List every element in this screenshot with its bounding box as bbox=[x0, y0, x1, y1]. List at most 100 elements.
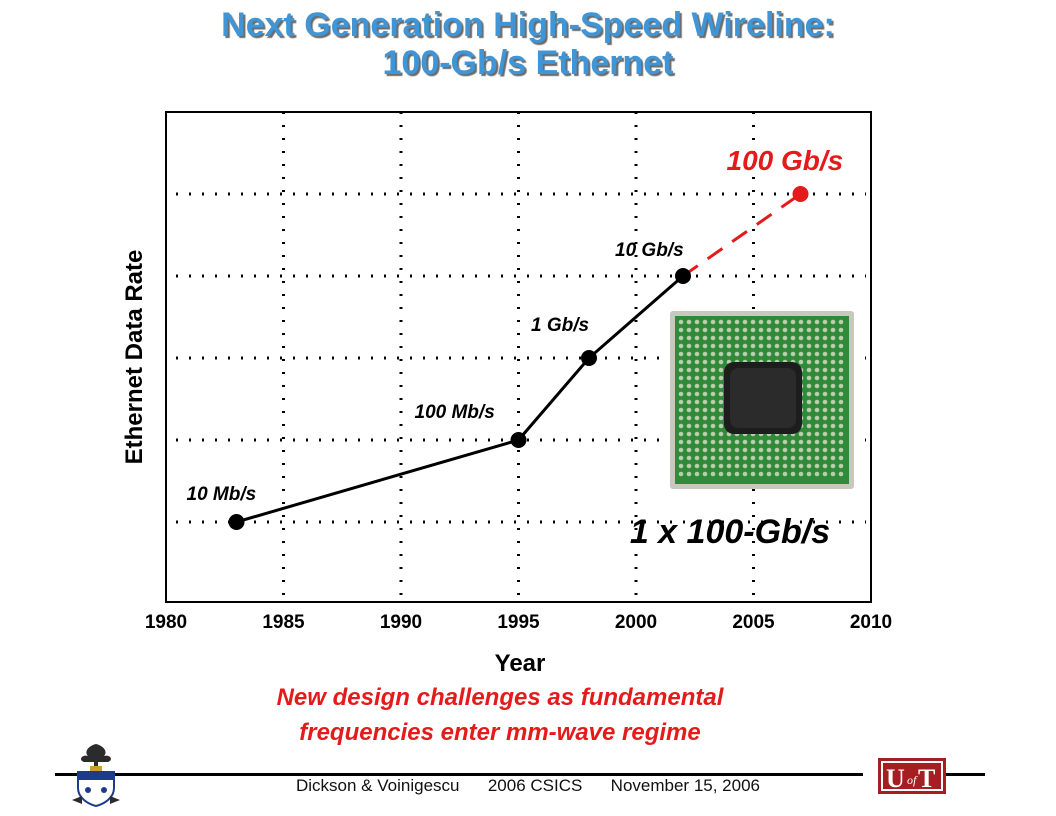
chip-ball bbox=[782, 327, 788, 333]
chip-ball bbox=[814, 423, 820, 429]
chip-ball bbox=[774, 343, 780, 349]
chip-ball bbox=[814, 455, 820, 461]
chip-ball bbox=[694, 439, 700, 445]
chip-ball bbox=[702, 391, 708, 397]
chip-ball bbox=[838, 455, 844, 461]
chip-ball bbox=[814, 375, 820, 381]
chip-ball bbox=[678, 407, 684, 413]
chip-ball bbox=[838, 319, 844, 325]
chip-ball bbox=[686, 439, 692, 445]
chip-ball bbox=[822, 343, 828, 349]
chip-ball bbox=[830, 431, 836, 437]
chip-ball bbox=[702, 343, 708, 349]
chip-ball bbox=[766, 463, 772, 469]
chip-ball bbox=[806, 319, 812, 325]
chip-ball bbox=[686, 335, 692, 341]
chip-ball bbox=[694, 367, 700, 373]
chip-ball bbox=[678, 391, 684, 397]
chip-ball bbox=[806, 463, 812, 469]
chip-ball bbox=[702, 407, 708, 413]
chip-ball bbox=[710, 431, 716, 437]
chip-ball bbox=[734, 439, 740, 445]
chip-ball bbox=[774, 455, 780, 461]
chip-ball bbox=[806, 335, 812, 341]
chip-ball bbox=[814, 463, 820, 469]
chip-ball bbox=[806, 447, 812, 453]
chip-ball bbox=[678, 359, 684, 365]
chip-ball bbox=[702, 399, 708, 405]
chip-ball bbox=[750, 439, 756, 445]
chip-ball bbox=[758, 319, 764, 325]
chip-ball bbox=[782, 447, 788, 453]
chip-ball bbox=[782, 455, 788, 461]
chip-ball bbox=[830, 447, 836, 453]
chip-ball bbox=[694, 415, 700, 421]
chip-ball bbox=[822, 471, 828, 477]
chip-ball bbox=[838, 359, 844, 365]
chip-ball bbox=[838, 407, 844, 413]
caption-line-2: frequencies enter mm-wave regime bbox=[299, 719, 701, 746]
chip-ball bbox=[686, 327, 692, 333]
chip-ball bbox=[734, 319, 740, 325]
chip-ball bbox=[718, 391, 724, 397]
chip-ball bbox=[678, 343, 684, 349]
chip-ball bbox=[742, 455, 748, 461]
chip-ball bbox=[782, 351, 788, 357]
chip-ball bbox=[686, 391, 692, 397]
chip-ball bbox=[686, 407, 692, 413]
chip-ball bbox=[742, 343, 748, 349]
chip-ball bbox=[726, 463, 732, 469]
chip-ball bbox=[782, 463, 788, 469]
chip-ball bbox=[758, 439, 764, 445]
chip-ball bbox=[830, 335, 836, 341]
y-axis-label: Ethernet Data Rate bbox=[121, 250, 148, 465]
chip-ball bbox=[830, 471, 836, 477]
chip-ball bbox=[814, 327, 820, 333]
chip-ball bbox=[678, 455, 684, 461]
chip-ball bbox=[718, 367, 724, 373]
chip-ball bbox=[806, 391, 812, 397]
chip-ball bbox=[782, 343, 788, 349]
chip-ball bbox=[718, 407, 724, 413]
chip-ball bbox=[838, 399, 844, 405]
chip-ball bbox=[830, 327, 836, 333]
x-tick-label: 1990 bbox=[380, 612, 422, 633]
chip-ball bbox=[814, 439, 820, 445]
chip-ball bbox=[750, 447, 756, 453]
chip-ball bbox=[814, 415, 820, 421]
chip-ball bbox=[798, 431, 804, 437]
chip-ball bbox=[806, 367, 812, 373]
chip-ball bbox=[774, 447, 780, 453]
chip-ball bbox=[830, 359, 836, 365]
chip-ball bbox=[838, 431, 844, 437]
chip-ball bbox=[758, 335, 764, 341]
chip-ball bbox=[678, 471, 684, 477]
chip-ball bbox=[734, 351, 740, 357]
chip-ball bbox=[678, 463, 684, 469]
chip-ball bbox=[710, 471, 716, 477]
chip-ball bbox=[830, 455, 836, 461]
chip-ball bbox=[838, 447, 844, 453]
chip-ball bbox=[766, 351, 772, 357]
chip-ball bbox=[718, 423, 724, 429]
chip-ball bbox=[726, 439, 732, 445]
chip-ball bbox=[766, 471, 772, 477]
chip-ball bbox=[694, 391, 700, 397]
chip-ball bbox=[806, 439, 812, 445]
chip-ball bbox=[838, 391, 844, 397]
chip-ball bbox=[678, 423, 684, 429]
chip-ball bbox=[686, 383, 692, 389]
chip-ball bbox=[710, 407, 716, 413]
chip-ball bbox=[822, 399, 828, 405]
chip-ball bbox=[718, 415, 724, 421]
chip-ball bbox=[750, 319, 756, 325]
chip-ball bbox=[806, 351, 812, 357]
chip-ball bbox=[678, 335, 684, 341]
chip-ball bbox=[790, 335, 796, 341]
chip-ball bbox=[678, 447, 684, 453]
chip-ball bbox=[710, 367, 716, 373]
chip-ball bbox=[750, 455, 756, 461]
chip-ball bbox=[710, 335, 716, 341]
chip-ball bbox=[806, 423, 812, 429]
